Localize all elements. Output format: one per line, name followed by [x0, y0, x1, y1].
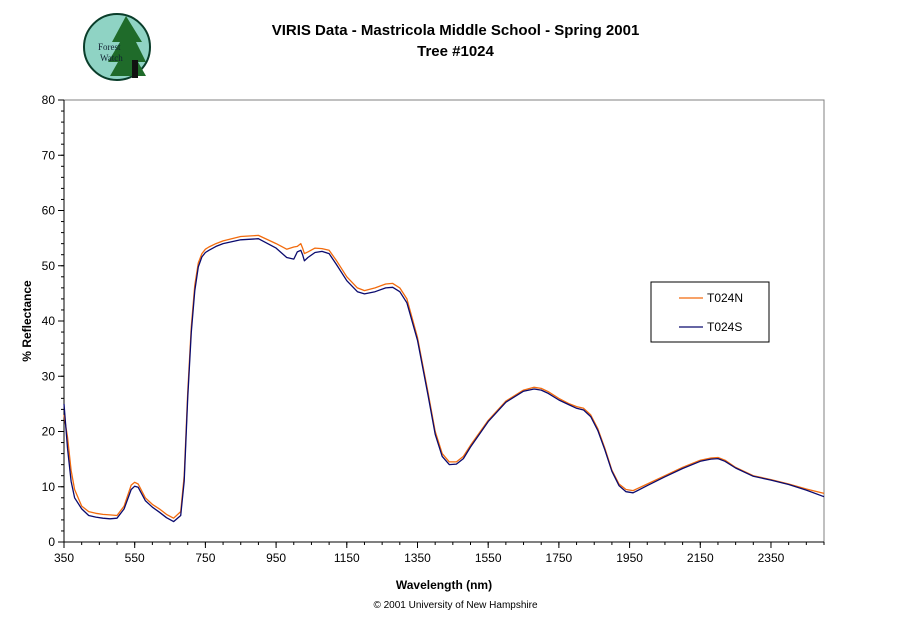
x-tick-label: 1350 [404, 551, 431, 565]
legend-label: T024N [707, 291, 743, 305]
y-tick-label: 80 [42, 93, 56, 107]
y-axis-label: % Reflectance [20, 280, 34, 362]
legend-box [650, 281, 770, 343]
y-tick-label: 30 [42, 369, 56, 383]
series-line-t024n [63, 234, 825, 519]
chart-title: VIRIS Data - Mastricola Middle School - … [271, 22, 640, 39]
x-tick-label: 2150 [687, 551, 714, 565]
x-tick-label: 1950 [616, 551, 643, 565]
x-tick-label: 1150 [334, 551, 360, 565]
x-tick-label: 1550 [475, 551, 502, 565]
logo-text-watch: Watch [100, 53, 123, 63]
x-axis-label: Wavelength (nm) [396, 578, 492, 592]
copyright-credit: © 2001 University of New Hampshire [373, 600, 538, 611]
x-tick-label: 1750 [546, 551, 573, 565]
y-tick-label: 70 [42, 148, 56, 162]
x-tick-label: 2350 [758, 551, 785, 565]
x-tick-label: 750 [195, 551, 215, 565]
x-tick-label: 550 [125, 551, 145, 565]
chart-axes: 0 10 20 30 40 50 60 70 80 350 550 750 950 1150 1350 155… [20, 93, 825, 592]
legend-label: T024S [707, 320, 742, 334]
y-tick-label: 0 [48, 535, 55, 549]
y-tick-label: 50 [42, 259, 56, 273]
y-tick-label: 40 [42, 314, 56, 328]
chart-legend: T024N T024S [650, 281, 770, 343]
chart-series [63, 234, 825, 523]
y-tick-label: 60 [42, 204, 56, 218]
x-tick-label: 950 [266, 551, 286, 565]
x-tick-label: 350 [54, 551, 74, 565]
series-line-t024s [63, 238, 825, 523]
forest-watch-logo: Forest Watch [83, 13, 151, 81]
chart-subtitle: Tree #1024 [417, 43, 494, 60]
y-tick-label: 10 [42, 480, 56, 494]
logo-text-forest: Forest [98, 42, 121, 52]
y-tick-label: 20 [42, 425, 56, 439]
